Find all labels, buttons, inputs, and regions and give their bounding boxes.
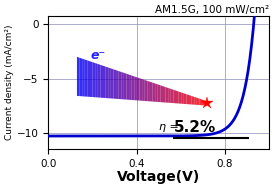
Polygon shape bbox=[103, 66, 105, 98]
Polygon shape bbox=[186, 94, 189, 104]
Polygon shape bbox=[197, 98, 199, 105]
Polygon shape bbox=[192, 96, 194, 105]
Polygon shape bbox=[150, 82, 153, 101]
Text: e⁻: e⁻ bbox=[90, 49, 105, 62]
Polygon shape bbox=[129, 75, 132, 100]
Polygon shape bbox=[202, 100, 205, 105]
Polygon shape bbox=[179, 91, 181, 104]
Polygon shape bbox=[79, 58, 82, 96]
Text: 5.2%: 5.2% bbox=[174, 120, 216, 135]
Polygon shape bbox=[199, 99, 202, 105]
Polygon shape bbox=[205, 100, 207, 106]
Polygon shape bbox=[119, 71, 121, 99]
Text: AM1.5G, 100 mW/cm²: AM1.5G, 100 mW/cm² bbox=[155, 5, 269, 15]
Polygon shape bbox=[124, 73, 127, 100]
Polygon shape bbox=[147, 81, 150, 101]
Polygon shape bbox=[139, 78, 142, 101]
Text: η =: η = bbox=[159, 122, 179, 132]
Polygon shape bbox=[184, 93, 186, 104]
Polygon shape bbox=[153, 83, 155, 102]
Y-axis label: Current density (mA/cm²): Current density (mA/cm²) bbox=[5, 25, 14, 140]
Polygon shape bbox=[158, 84, 160, 102]
Polygon shape bbox=[155, 84, 158, 102]
Polygon shape bbox=[163, 86, 165, 102]
Polygon shape bbox=[108, 67, 111, 98]
Polygon shape bbox=[98, 64, 100, 98]
Polygon shape bbox=[85, 60, 87, 97]
Polygon shape bbox=[194, 97, 197, 105]
Polygon shape bbox=[171, 89, 173, 103]
Polygon shape bbox=[132, 76, 134, 100]
Polygon shape bbox=[82, 59, 85, 96]
Polygon shape bbox=[137, 77, 139, 101]
Polygon shape bbox=[100, 65, 103, 98]
Polygon shape bbox=[116, 70, 119, 99]
Polygon shape bbox=[176, 91, 179, 104]
Polygon shape bbox=[111, 68, 113, 99]
Polygon shape bbox=[113, 69, 116, 99]
Polygon shape bbox=[142, 79, 145, 101]
Polygon shape bbox=[189, 95, 192, 105]
Polygon shape bbox=[105, 67, 108, 98]
Polygon shape bbox=[93, 62, 95, 97]
Polygon shape bbox=[77, 57, 79, 96]
Polygon shape bbox=[168, 88, 171, 103]
Polygon shape bbox=[87, 60, 90, 97]
Polygon shape bbox=[127, 74, 129, 100]
Polygon shape bbox=[95, 63, 98, 98]
Polygon shape bbox=[165, 87, 168, 103]
Polygon shape bbox=[181, 92, 184, 104]
Polygon shape bbox=[90, 61, 93, 97]
Polygon shape bbox=[145, 80, 147, 101]
Polygon shape bbox=[173, 90, 176, 103]
Polygon shape bbox=[134, 76, 137, 100]
Polygon shape bbox=[160, 85, 163, 102]
X-axis label: Voltage(V): Voltage(V) bbox=[117, 170, 200, 184]
Polygon shape bbox=[121, 72, 124, 99]
